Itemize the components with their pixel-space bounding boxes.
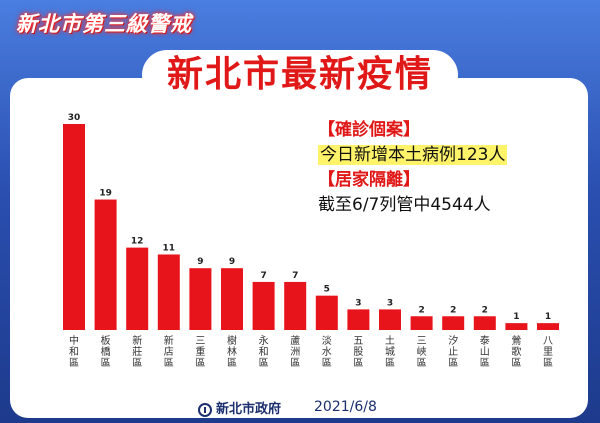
bar-value-label: 30 — [68, 113, 81, 123]
bar-1 — [63, 124, 85, 330]
confirmed-cases-line: 今日新增本土病例123人 — [318, 142, 578, 168]
category-label: 三峽區 — [417, 336, 427, 369]
bar-13 — [442, 316, 465, 330]
bar-value-label: 3 — [387, 298, 393, 308]
bar-14 — [473, 316, 496, 330]
bar-value-label: 2 — [418, 305, 424, 315]
alert-level-banner: 新北市第三級警戒 — [16, 12, 192, 36]
bar-value-label: 2 — [450, 305, 456, 315]
government-logo: 新北市政府 — [198, 398, 281, 417]
bar-8 — [284, 281, 307, 330]
bar-7 — [252, 281, 275, 330]
category-label: 新莊區 — [132, 334, 142, 369]
bar-value-label: 5 — [324, 285, 330, 295]
bar-11 — [379, 309, 401, 330]
bar-16 — [537, 323, 559, 330]
bar-5 — [189, 268, 212, 330]
bar-value-label: 7 — [292, 271, 298, 281]
bar-value-label: 9 — [229, 257, 235, 267]
category-label: 鶯歌區 — [511, 334, 521, 369]
bar-9 — [315, 295, 338, 330]
page-title: 新北市最新疫情 — [142, 50, 458, 100]
bar-value-label: 1 — [545, 312, 551, 322]
bar-value-label: 19 — [99, 189, 112, 199]
bar-12 — [410, 316, 433, 330]
bar-value-label: 12 — [131, 237, 144, 247]
bar-value-label: 7 — [260, 271, 266, 281]
category-label: 五股區 — [353, 336, 363, 369]
report-date: 2021/6/8 — [314, 399, 377, 415]
category-label: 汐止區 — [448, 334, 458, 369]
category-label: 蘆洲區 — [290, 334, 300, 369]
bar-2 — [94, 199, 117, 330]
category-label: 土城區 — [385, 334, 395, 369]
bar-value-label: 9 — [197, 257, 203, 267]
bar-value-label: 11 — [163, 243, 176, 253]
category-label: 新店區 — [164, 334, 174, 369]
bar-value-label: 1 — [513, 312, 519, 322]
category-label: 樹林區 — [227, 334, 237, 369]
bar-3 — [126, 247, 149, 330]
bar-6 — [221, 268, 243, 330]
bar-15 — [505, 323, 528, 330]
category-label: 永和區 — [259, 334, 269, 369]
category-label: 板橋區 — [101, 334, 111, 369]
bar-10 — [347, 309, 370, 330]
confirmed-cases-heading: 【確診個案】 — [318, 120, 420, 140]
category-label: 八里區 — [543, 336, 553, 369]
category-label: 中和區 — [69, 334, 79, 369]
city-emblem-icon — [198, 402, 212, 417]
confirmed-cases-text: 今日新增本土病例123人 — [318, 145, 508, 165]
bar-value-label: 3 — [355, 298, 361, 308]
info-panel: 【確診個案】 今日新增本土病例123人 【居家隔離】 截至6/7列管中4544人 — [318, 118, 578, 218]
quarantine-text: 截至6/7列管中4544人 — [318, 195, 491, 215]
bar-value-label: 2 — [482, 305, 488, 315]
quarantine-heading: 【居家隔離】 — [318, 170, 420, 190]
category-label: 淡水區 — [322, 335, 332, 369]
category-label: 三重區 — [195, 336, 205, 369]
category-label: 泰山區 — [480, 334, 490, 369]
government-name: 新北市政府 — [216, 402, 282, 417]
bar-4 — [157, 254, 180, 330]
